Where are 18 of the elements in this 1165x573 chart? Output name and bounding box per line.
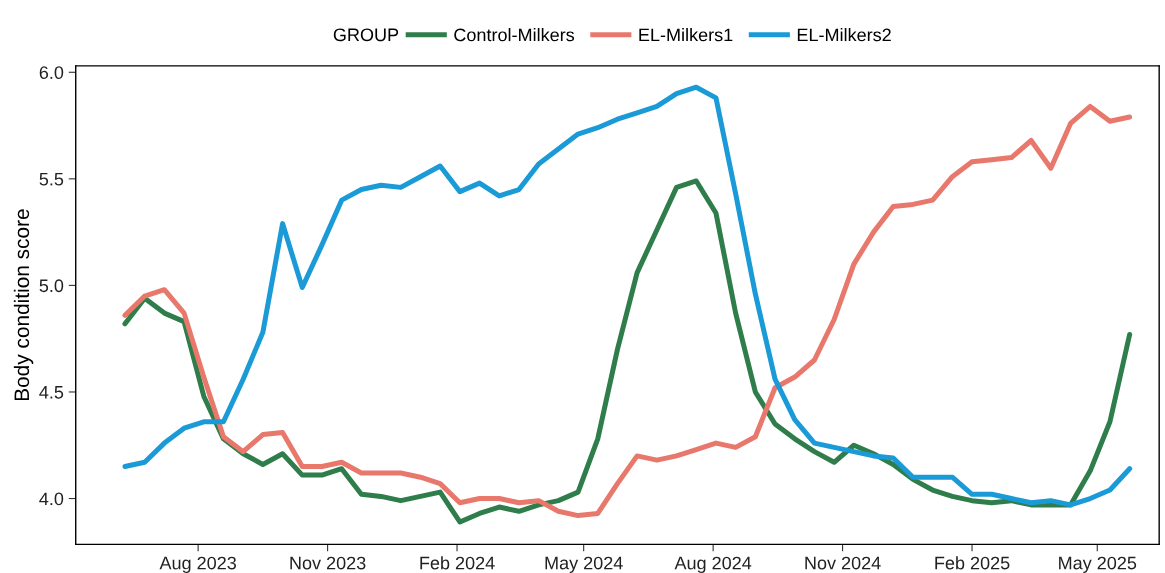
legend-label: EL-Milkers2 — [797, 28, 891, 42]
legend-label: EL-Milkers1 — [639, 28, 733, 42]
y-axis-title: Body condition score — [13, 209, 34, 401]
x-tick-label: Feb 2025 — [935, 556, 1010, 570]
x-tick-label: Aug 2024 — [674, 556, 752, 573]
legend-title: GROUP — [333, 28, 399, 42]
y-tick-label: 5.5 — [39, 172, 64, 186]
legend-label: Control-Milkers — [454, 28, 575, 42]
x-tick-label: Feb 2024 — [420, 556, 495, 570]
y-tick-label: 5.0 — [39, 279, 64, 293]
x-tick-label: Nov 2023 — [290, 556, 366, 570]
y-tick-label: 6.0 — [39, 66, 64, 80]
x-tick-label: May 2024 — [545, 556, 623, 573]
x-tick-label: Aug 2023 — [159, 556, 236, 573]
x-tick-label: May 2025 — [1059, 556, 1137, 573]
y-tick-label: 4.0 — [39, 492, 64, 506]
y-tick-label: 4.5 — [39, 386, 64, 399]
x-tick-label: Nov 2024 — [805, 556, 881, 570]
